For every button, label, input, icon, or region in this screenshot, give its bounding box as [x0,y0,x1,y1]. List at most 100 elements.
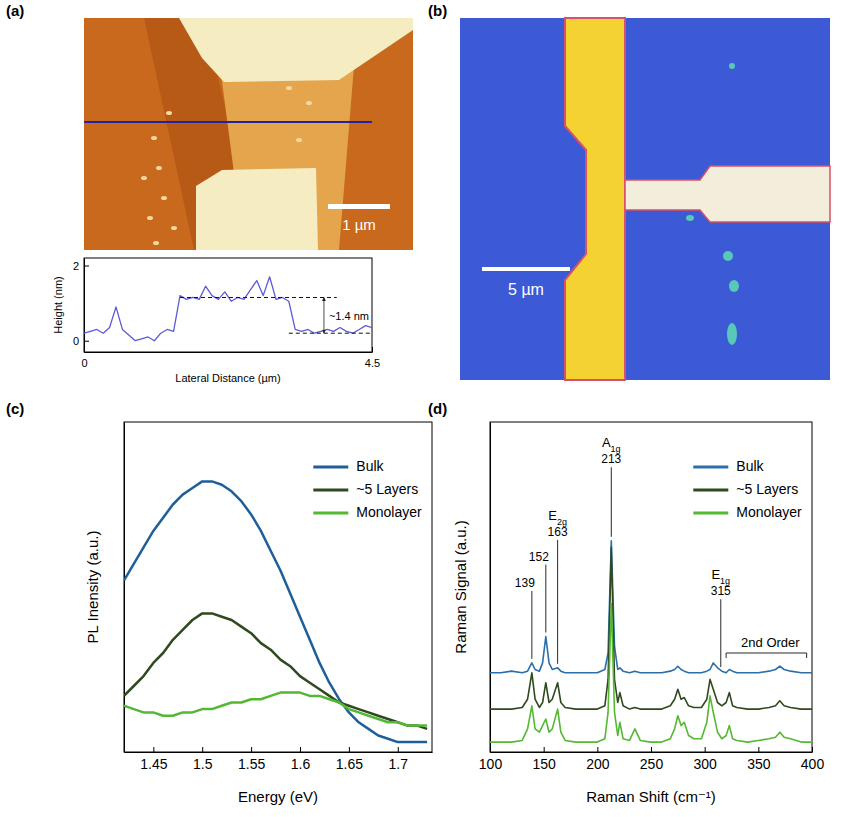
data-line [124,613,427,729]
tick-label: 4.5 [365,357,380,369]
spot [723,251,733,261]
optical-image: 5 µm [460,18,830,380]
panel-label: (b) [428,2,447,19]
data-line [124,693,427,726]
panel-label: (d) [428,400,447,417]
speck [147,216,153,220]
tick-label: 300 [693,756,717,772]
mode-symbol: A [602,435,611,450]
tick-mark [251,747,252,752]
tick-label: 0 [81,357,87,369]
tick-mark [84,341,89,342]
speck [151,136,157,140]
annotation: ~1.4 nm [329,310,369,322]
speck [161,196,167,200]
tick-mark [651,747,652,752]
peak-label: 163 [548,525,568,539]
figure: (a)(b)(c)(d)1 µm5 µm04.502Lateral Distan… [0,0,845,817]
mode-symbol: E [548,508,557,523]
mode-subscript: 1g [611,444,621,454]
axis-line [490,423,491,753]
tick: 400 [801,747,825,772]
legend-label: ~5 Layers [356,481,418,497]
mode-label: E2g [548,508,567,527]
legend-swatch [313,512,348,515]
axis-line [491,752,813,753]
legend-label: Bulk [356,458,384,474]
afm-image: 1 µm [84,18,413,250]
tick: 1.7 [389,747,409,772]
tick-label: 1.45 [140,756,167,772]
tick-label: 1.55 [238,756,265,772]
legend-label: Monolayer [356,504,422,520]
x-axis-title: Lateral Distance (µm) [175,372,280,384]
spot [727,323,737,345]
x-axis-title: Raman Shift (cm⁻¹) [586,788,716,805]
spot [729,280,739,292]
tick-label: 200 [586,756,610,772]
data-line [490,547,812,709]
mode-label: E1g [711,567,730,586]
legend-label: Monolayer [736,504,802,520]
plot-area [84,277,372,341]
plot-frame [124,422,432,752]
mode-subscript: 1g [720,576,730,586]
spot [729,63,735,69]
axis-line [125,752,433,753]
tick: 1.5 [193,747,213,772]
tick-label: 400 [801,756,825,772]
speck [153,241,159,245]
legend-swatch [693,512,728,515]
y-axis-title: PL Inensity (a.u.) [84,531,101,644]
peak-marker [720,599,721,667]
mode-label: A1g [602,435,621,454]
tick-mark [84,266,89,267]
data-line [490,604,812,743]
speck [141,176,147,180]
scale-bar-label: 1 µm [342,216,376,233]
speck [296,138,302,142]
tick: 1.65 [336,747,363,772]
y-axis-title: Height (nm) [52,276,64,333]
electrode [565,18,625,380]
y-axis [490,423,491,753]
plot-area [490,541,812,742]
plot-frame [84,258,372,352]
tick: 350 [747,747,771,772]
peak-marker [531,591,532,659]
mode-symbol: E [711,567,720,582]
tick-mark [597,747,598,752]
legend-swatch [313,466,348,469]
mode-subscript: 2g [557,517,567,527]
peak-marker [557,540,558,664]
profile-line [84,121,372,123]
legend: Bulk~5 LayersMonolayer [693,458,802,520]
plot-area [124,481,427,742]
chart: 04.502Lateral Distance (µm)Height (nm)~1… [52,258,380,384]
legend-swatch [693,489,728,492]
tick-label: 350 [747,756,771,772]
y-axis: 02 [73,259,89,353]
tick: 1.45 [140,747,167,772]
peak-marker [611,467,612,537]
tick-mark [705,747,706,752]
tick-mark [202,747,203,752]
x-axis: 04.5 [81,347,380,369]
tick-label: 100 [479,756,503,772]
tick-mark [544,747,545,752]
tick: 1.55 [238,747,265,772]
annotation-arrow [323,297,324,333]
tick: 200 [586,747,610,772]
legend-swatch [693,466,728,469]
tick-mark [758,747,759,752]
bracket-label: 2nd Order [741,635,800,650]
scale-bar-label: 5 µm [508,281,544,298]
reference-line [180,297,337,298]
tick: 1.6 [291,747,311,772]
tick: 300 [693,747,717,772]
data-line [490,541,812,673]
reference-line [289,333,372,334]
legend: Bulk ~5 Layers Monolayer [313,458,422,520]
axis-line [85,352,373,353]
tick-label: 1.7 [389,756,409,772]
